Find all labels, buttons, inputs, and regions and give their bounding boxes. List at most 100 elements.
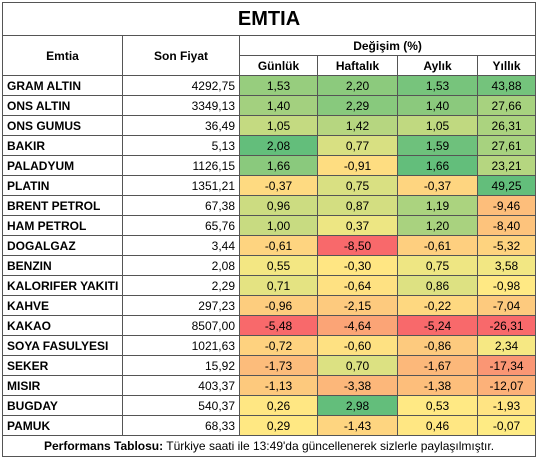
change-cell: -0,60	[317, 335, 398, 356]
change-cell: 0,71	[239, 275, 318, 296]
price: 5,13	[122, 135, 240, 156]
change-cell: 0,75	[317, 175, 398, 196]
change-cell: -0,64	[317, 275, 398, 296]
change-cell: 1,05	[397, 115, 478, 136]
change-cell: -0,37	[239, 175, 318, 196]
change-cell: 1,20	[397, 215, 478, 236]
change-cell: -5,48	[239, 315, 318, 336]
row: GRAM ALTIN 4292,75 1,53 2,20 1,53 43,88	[2, 75, 537, 96]
change-cell: -1,73	[239, 355, 318, 376]
change-cell: -2,15	[317, 295, 398, 316]
change-cell: -0,07	[476, 415, 537, 436]
row: PAMUK 68,33 0,29 -1,43 0,46 -0,07	[2, 415, 537, 436]
price: 3,44	[122, 235, 240, 256]
change-cell: 26,31	[476, 115, 537, 136]
row: PLATIN 1351,21 -0,37 0,75 -0,37 49,25	[2, 175, 537, 196]
change-cell: 1,42	[317, 115, 398, 136]
change-cell: -1,43	[317, 415, 398, 436]
change-cell: -0,37	[397, 175, 478, 196]
change-cell: 1,05	[239, 115, 318, 136]
change-cell: -8,50	[317, 235, 398, 256]
footer: Performans Tablosu: Türkiye saati ile 13…	[1, 435, 537, 457]
change-cell: 1,40	[397, 95, 478, 116]
change-cell: -5,24	[397, 315, 478, 336]
change-cell: -0,72	[239, 335, 318, 356]
column-header: Aylık	[397, 55, 478, 76]
commodity-name: ONS GUMUS	[2, 115, 123, 136]
change-cell: 1,40	[239, 95, 318, 116]
change-cell: -0,30	[317, 255, 398, 276]
change-cell: 1,66	[239, 155, 318, 176]
price: 3349,13	[122, 95, 240, 116]
change-cell: -12,07	[476, 375, 537, 396]
group-header: Değişim (%)	[238, 35, 537, 56]
change-cell: 0,53	[397, 395, 478, 416]
column-header: Yıllık	[476, 55, 537, 76]
commodity-name: BENZIN	[2, 255, 123, 276]
change-cell: 1,00	[239, 215, 318, 236]
price: 67,38	[122, 195, 240, 216]
row: KAKAO 8507,00 -5,48 -4,64 -5,24 -26,31	[2, 315, 537, 336]
change-cell: 2,29	[317, 95, 398, 116]
change-cell: 0,26	[239, 395, 318, 416]
change-cell: 0,77	[317, 135, 398, 156]
change-cell: -26,31	[476, 315, 537, 336]
change-cell: 1,53	[397, 75, 478, 96]
change-cell: 1,53	[239, 75, 318, 96]
commodity-name: BUGDAY	[2, 395, 123, 416]
change-cell: 2,34	[476, 335, 537, 356]
change-cell: -8,40	[476, 215, 537, 236]
commodity-name: PLATIN	[2, 175, 123, 196]
row: BENZIN 2,08 0,55 -0,30 0,75 3,58	[2, 255, 537, 276]
change-cell: 0,75	[397, 255, 478, 276]
row: SEKER 15,92 -1,73 0,70 -1,67 -17,34	[2, 355, 537, 376]
change-cell: -0,96	[239, 295, 318, 316]
row: SOYA FASULYESI 1021,63 -0,72 -0,60 -0,86 2,34	[2, 335, 537, 356]
commodity-name: KAHVE	[2, 295, 123, 316]
change-cell: -1,67	[397, 355, 478, 376]
price: 36,49	[122, 115, 240, 136]
change-cell: -1,38	[397, 375, 478, 396]
change-cell: 27,61	[476, 135, 537, 156]
commodity-name: HAM PETROL	[2, 215, 123, 236]
commodity-name: BRENT PETROL	[2, 195, 123, 216]
row: ONS GUMUS 36,49 1,05 1,42 1,05 26,31	[2, 115, 537, 136]
change-cell: -0,91	[317, 155, 398, 176]
commodity-name: KAKAO	[2, 315, 123, 336]
change-cell: 1,19	[397, 195, 478, 216]
column-header: Haftalık	[317, 55, 398, 76]
change-cell: 0,87	[317, 195, 398, 216]
commodity-name: GRAM ALTIN	[2, 75, 123, 96]
change-cell: -5,32	[476, 235, 537, 256]
change-cell: 0,70	[317, 355, 398, 376]
commodity-name: PAMUK	[2, 415, 123, 436]
change-cell: -0,98	[476, 275, 537, 296]
change-cell: -9,46	[476, 195, 537, 216]
commodity-name: KALORIFER YAKITI	[2, 275, 123, 296]
footer-text: Türkiye saati ile 13:49'da güncellenerek…	[166, 439, 495, 453]
row: PALADYUM 1126,15 1,66 -0,91 1,66 23,21	[2, 155, 537, 176]
commodity-name: SOYA FASULYESI	[2, 335, 123, 356]
change-cell: -4,64	[317, 315, 398, 336]
commodity-name: BAKIR	[2, 135, 123, 156]
row: KAHVE 297,23 -0,96 -2,15 -0,22 -7,04	[2, 295, 537, 316]
change-cell: 0,46	[397, 415, 478, 436]
price: 68,33	[122, 415, 240, 436]
price: 297,23	[122, 295, 240, 316]
change-cell: 43,88	[476, 75, 537, 96]
row: BAKIR 5,13 2,08 0,77 1,59 27,61	[2, 135, 537, 156]
price: 15,92	[122, 355, 240, 376]
change-cell: -0,22	[397, 295, 478, 316]
price: 1021,63	[122, 335, 240, 356]
row: HAM PETROL 65,76 1,00 0,37 1,20 -8,40	[2, 215, 537, 236]
row: BUGDAY 540,37 0,26 2,98 0,53 -1,93	[2, 395, 537, 416]
commodity-name: ONS ALTIN	[2, 95, 123, 116]
column-header: Emtia	[2, 35, 123, 76]
price: 403,37	[122, 375, 240, 396]
price: 2,29	[122, 275, 240, 296]
commodity-name: SEKER	[2, 355, 123, 376]
row: ONS ALTIN 3349,13 1,40 2,29 1,40 27,66	[2, 95, 537, 116]
price: 4292,75	[122, 75, 240, 96]
change-cell: 2,08	[239, 135, 318, 156]
